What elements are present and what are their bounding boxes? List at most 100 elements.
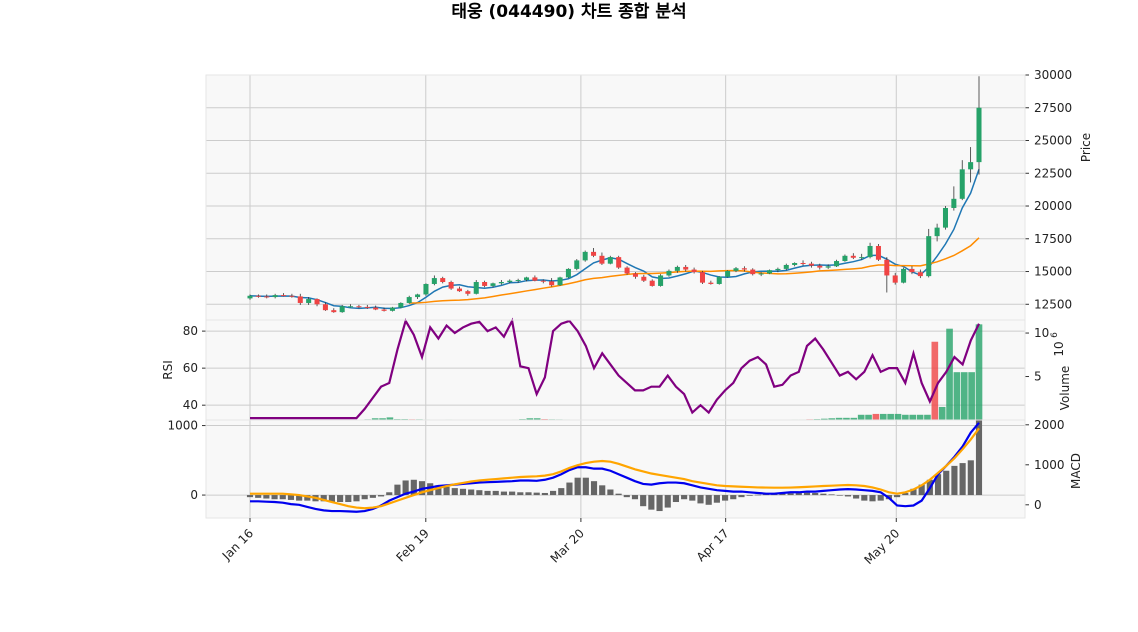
volume-bar (843, 417, 850, 420)
rsi-tick-label: 40 (183, 398, 198, 412)
signal-line (250, 427, 980, 510)
candle-body (842, 255, 848, 262)
volume-bar (533, 418, 541, 420)
macd-hist-bar (623, 495, 630, 498)
x-tick-label: Mar 20 (548, 526, 587, 565)
candle-body (582, 251, 588, 261)
candle-body (473, 282, 479, 294)
macd-hist-bar (328, 495, 335, 503)
macd-hist-bar (296, 495, 303, 501)
macd-hist-bar (607, 489, 614, 496)
candle-body (314, 299, 320, 305)
volume-bar (879, 413, 887, 420)
candle-body (976, 107, 982, 163)
macd-hist-bar (738, 495, 745, 498)
macd-hist-bar (918, 484, 925, 496)
macd-hist-bar (590, 481, 598, 496)
macd-right-tick-label: 0 (1034, 498, 1042, 512)
price-tick-label: 15000 (1034, 265, 1072, 279)
candle-body (917, 272, 923, 277)
candle-body (750, 269, 756, 275)
candle-body (934, 227, 940, 237)
macd-hist-bar (533, 492, 540, 496)
macd-hist-bar (386, 492, 393, 496)
candle-body (515, 280, 521, 282)
volume-bar (872, 413, 880, 420)
candle-body (322, 304, 328, 311)
volume-bar (924, 414, 931, 420)
volume-bar (902, 414, 909, 420)
volume-bar (526, 418, 534, 420)
candle-body (549, 281, 555, 286)
macd-hist-bar (541, 492, 548, 496)
candle-body (540, 280, 546, 282)
macd-hist-bar (730, 495, 737, 500)
candle-body (859, 257, 865, 259)
macd-hist-bar (681, 495, 688, 500)
panel-border-macd (205, 419, 1026, 519)
candle-body (431, 278, 437, 284)
macd-hist-bar (402, 480, 409, 496)
macd-hist-bar (353, 495, 360, 502)
candle-body (364, 306, 370, 308)
macd-hist-bar (689, 495, 696, 501)
candle-body (565, 268, 571, 278)
chart-title: 태웅 (044490) 차트 종합 분석 (451, 2, 687, 22)
macd-hist-bar (746, 495, 753, 496)
candle-body (725, 270, 731, 277)
macd-hist-bar (959, 463, 966, 496)
rsi-tick-label: 80 (183, 324, 198, 338)
candle-body (381, 309, 387, 311)
macd-hist-bar (509, 491, 516, 496)
macd-hist-bar (951, 465, 958, 496)
candle-body (348, 306, 354, 308)
macd-hist-bar (246, 495, 254, 498)
rsi-line (250, 317, 980, 420)
candle-body (808, 263, 814, 266)
candle-body (674, 266, 680, 271)
candle-body (465, 291, 471, 294)
volume-tick-label: 5 (1034, 370, 1042, 384)
macd-hist-bar (640, 495, 647, 507)
macd-hist-bar (910, 488, 917, 496)
volume-bar (865, 414, 872, 420)
macd-hist-bar (558, 488, 565, 496)
macd-hist-bar (844, 495, 852, 497)
candle-body (264, 296, 270, 298)
candle-body (574, 260, 580, 269)
macd-hist-bar (525, 492, 532, 496)
candle-body (557, 277, 563, 286)
volume-bar (909, 414, 917, 420)
candle-body (968, 162, 974, 170)
macd-hist-bar (615, 493, 622, 496)
macd-hist-bar (361, 495, 368, 500)
volume-bar (371, 418, 379, 420)
macd-hist-bar (836, 495, 843, 496)
volume-bar (850, 417, 858, 420)
candle-body (741, 268, 747, 270)
volume-bar (975, 324, 983, 420)
candle-body (591, 251, 597, 256)
candle-body (800, 263, 806, 265)
candle-body (683, 266, 689, 270)
candle-body (733, 268, 739, 271)
macd-line (250, 422, 980, 513)
macd-hist-bar (279, 495, 286, 500)
macd-left-tick-label: 1000 (167, 419, 198, 433)
candle-body (641, 276, 647, 281)
macd-hist-bar (443, 486, 450, 496)
candle-body (247, 295, 253, 299)
macd-hist-bar (713, 495, 720, 503)
candle-body (423, 283, 429, 295)
candle-body (834, 261, 840, 267)
macd-hist-bar (255, 495, 262, 498)
candle-body (691, 269, 697, 273)
macd-hist-bar (468, 489, 475, 496)
macd-hist-bar (394, 484, 401, 496)
candle-body (909, 268, 915, 273)
macd-hist-bar (459, 488, 467, 496)
candle-body (825, 266, 831, 268)
macd-hist-bar (894, 495, 901, 498)
